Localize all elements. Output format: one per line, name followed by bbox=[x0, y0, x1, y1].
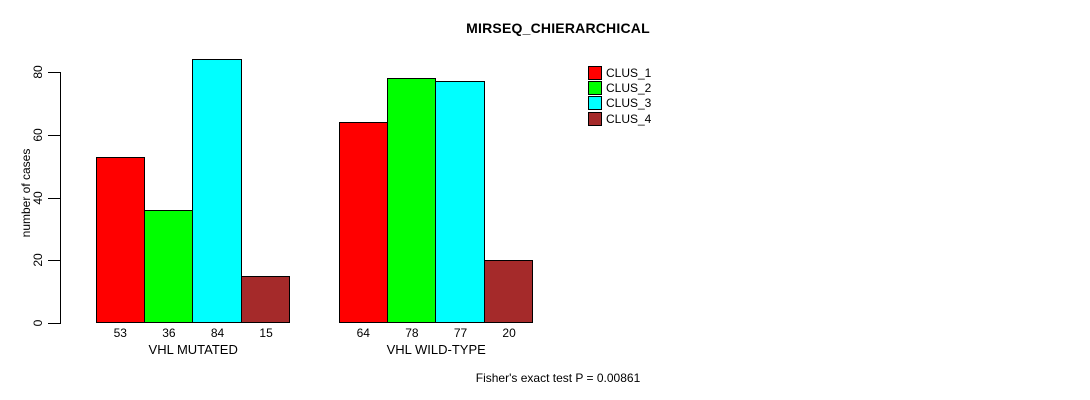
y-tick bbox=[48, 260, 60, 262]
y-tick-label: 60 bbox=[31, 128, 45, 142]
bar-value-label: 53 bbox=[113, 326, 127, 340]
bar-clus_1 bbox=[339, 122, 388, 323]
bar-clus_2 bbox=[143, 210, 194, 323]
y-tick-label: 40 bbox=[31, 190, 45, 205]
y-tick-label: 20 bbox=[31, 253, 45, 267]
bar-value-label: 64 bbox=[356, 326, 370, 340]
y-tick-label: 0 bbox=[31, 319, 45, 327]
group-label: VHL MUTATED bbox=[148, 342, 238, 357]
y-axis-line bbox=[60, 72, 61, 324]
bar-clus_4 bbox=[240, 275, 291, 323]
bar-value-label: 78 bbox=[405, 326, 419, 340]
bar-value-label: 20 bbox=[502, 326, 516, 340]
bar-value-label: 84 bbox=[210, 326, 225, 340]
y-tick bbox=[48, 72, 60, 73]
bar-value-label: 36 bbox=[162, 326, 176, 340]
y-tick-label: 80 bbox=[31, 65, 45, 79]
bar-clus_3 bbox=[192, 59, 242, 323]
bar-value-label: 15 bbox=[259, 326, 273, 340]
chart-title: MIRSEQ_CHIERARCHICAL bbox=[466, 20, 650, 36]
annotation-fisher-test: Fisher's exact test P = 0.00861 bbox=[475, 371, 641, 385]
y-tick bbox=[48, 134, 60, 136]
bar-clus_1 bbox=[96, 156, 145, 323]
group-label: VHL WILD-TYPE bbox=[386, 342, 486, 357]
y-tick bbox=[48, 323, 60, 324]
bar-clus_2 bbox=[386, 78, 437, 323]
y-tick bbox=[48, 197, 60, 199]
bar-value-label: 77 bbox=[453, 326, 468, 340]
bar-clus_4 bbox=[483, 260, 534, 323]
bar-clus_3 bbox=[435, 81, 485, 323]
